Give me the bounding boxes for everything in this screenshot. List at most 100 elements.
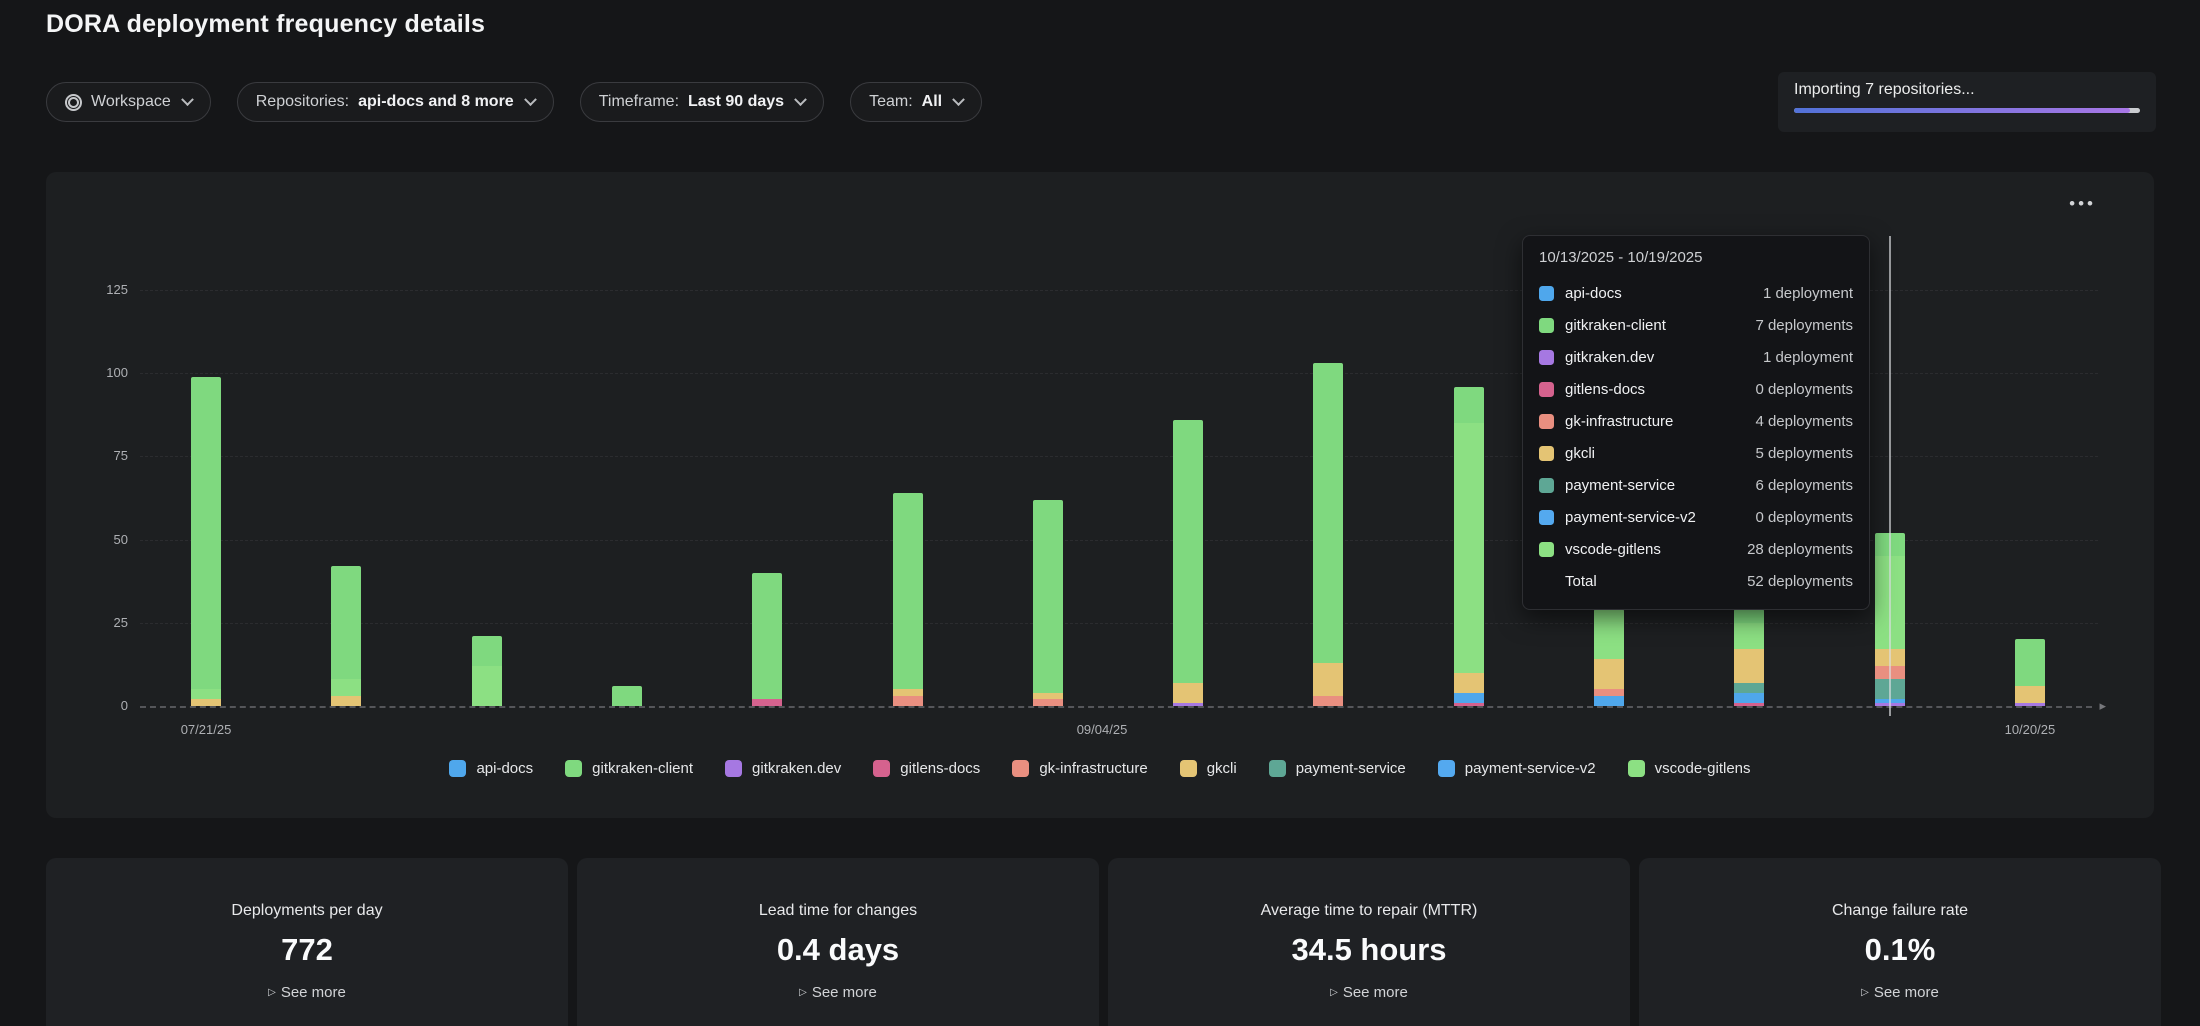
legend-item-gkcli[interactable]: gkcli [1179, 760, 1237, 777]
bar-07/28/25[interactable] [331, 566, 362, 706]
legend-item-vscode-gitlens[interactable]: vscode-gitlens [1627, 760, 1751, 777]
timeframe-filter-button[interactable]: Timeframe: Last 90 days [579, 82, 825, 122]
bar-09/29/25[interactable] [1594, 609, 1624, 706]
legend-item-gitkraken-client[interactable]: gitkraken-client [565, 760, 693, 777]
tooltip-repo-name: gitlens-docs [1565, 380, 1646, 398]
chevron-down-icon [180, 92, 194, 106]
bar-segment-api-docs [1453, 692, 1484, 703]
metric-value: 34.5 hours [1291, 932, 1447, 967]
x-axis-tick-label: 07/21/25 [180, 722, 232, 737]
bar-08/25/25[interactable] [892, 493, 923, 706]
tooltip-repo-value: 0 deployments [1755, 508, 1853, 526]
tooltip-row: payment-service 6 deployments [1539, 469, 1853, 501]
legend-label: gkcli [1206, 760, 1237, 777]
tooltip-repo-value: 0 deployments [1755, 380, 1853, 398]
see-more-link[interactable]: ▷ See more [268, 984, 346, 1001]
bar-07/21/25[interactable] [191, 376, 221, 706]
import-status-panel: Importing 7 repositories... [1778, 72, 2156, 132]
tooltip-swatch [1539, 381, 1554, 397]
legend-item-gitkraken.dev[interactable]: gitkraken.dev [725, 760, 841, 777]
legend-swatch [1627, 760, 1645, 777]
bar-segment-gitkraken-client [892, 493, 923, 690]
bar-segment-gk-infrastructure [892, 696, 923, 706]
tooltip-row: gitlens-docs 0 deployments [1539, 373, 1853, 405]
gridline [140, 622, 2098, 624]
tooltip-repo-value: 1 deployment [1762, 348, 1853, 366]
bar-segment-gitlens-docs [1453, 702, 1484, 706]
team-filter-button[interactable]: Team: All [850, 82, 983, 122]
workspace-filter-button[interactable]: Workspace [46, 82, 211, 122]
timeframe-filter-value: Last 90 days [688, 93, 785, 110]
see-more-link[interactable]: ▷ See more [1330, 984, 1408, 1001]
team-filter-value: All [921, 93, 943, 110]
bar-09/15/25[interactable] [1313, 363, 1344, 706]
triangle-right-icon: ▷ [799, 987, 807, 998]
bar-segment-gitkraken-client [1173, 419, 1204, 683]
tooltip-swatch [1539, 509, 1554, 525]
legend-label: vscode-gitlens [1654, 760, 1751, 777]
tooltip-repo-name: vscode-gitlens [1565, 540, 1661, 558]
bar-segment-gitkraken-client [1032, 499, 1063, 693]
tooltip-repo-value: 7 deployments [1755, 316, 1853, 334]
import-progress-bar [1794, 108, 2140, 113]
tooltip-row: gitkraken-client 7 deployments [1539, 309, 1853, 341]
bar-segment-vscode-gitlens [1594, 609, 1624, 660]
bar-segment-gitkraken-client [331, 566, 362, 680]
chart-plot-area: 0 ▸ 25 50 75 100 125 07/21/25 09/04/25 10/20/25 [46, 172, 2154, 818]
see-more-link[interactable]: ▷ See more [799, 984, 877, 1001]
chevron-down-icon [523, 92, 537, 106]
see-more-link[interactable]: ▷ See more [1861, 984, 1939, 1001]
tooltip-rows: api-docs 1 deployment gitkraken-client 7 de… [1539, 277, 1853, 565]
bar-10/06/25[interactable] [1734, 609, 1765, 706]
repositories-filter-prefix: Repositories: [255, 93, 350, 110]
deployment-frequency-chart-panel: ••• 0 ▸ 25 50 75 100 125 07/21/25 09/04/25 10/20/… [46, 172, 2154, 818]
legend-item-gitlens-docs[interactable]: gitlens-docs [873, 760, 980, 777]
tooltip-row: gitkraken.dev 1 deployment [1539, 341, 1853, 373]
chart-legend: api-docs gitkraken-client gitkraken.dev git… [46, 760, 2154, 777]
repositories-filter-button[interactable]: Repositories: api-docs and 8 more [236, 82, 554, 122]
bar-segment-gitlens-docs [1734, 702, 1765, 706]
tooltip-row: api-docs 1 deployment [1539, 277, 1853, 309]
bar-09/08/25[interactable] [1173, 419, 1204, 706]
bar-09/22/25[interactable] [1453, 386, 1484, 706]
import-status-text: Importing 7 repositories... [1794, 81, 1975, 98]
bar-segment-api-docs [1594, 696, 1624, 706]
metric-title: Average time to repair (MTTR) [1260, 902, 1478, 919]
team-filter-prefix: Team: [869, 93, 913, 110]
chart-more-options-button[interactable]: ••• [2069, 194, 2096, 213]
bar-08/11/25[interactable] [611, 686, 642, 706]
legend-item-payment-service[interactable]: payment-service [1268, 760, 1406, 777]
bar-segment-vscode-gitlens [191, 689, 221, 700]
legend-item-gk-infrastructure[interactable]: gk-infrastructure [1012, 760, 1148, 777]
tooltip-swatch [1539, 541, 1554, 557]
bar-segment-vscode-gitlens [331, 679, 362, 697]
hover-highlight-line [1888, 236, 1891, 716]
legend-label: gitkraken.dev [752, 760, 842, 777]
legend-item-payment-service-v2[interactable]: payment-service-v2 [1437, 760, 1596, 777]
bar-segment-gk-infrastructure [1032, 699, 1063, 706]
bar-segment-gitkraken-client [191, 376, 221, 690]
x-axis-tick-label: 09/04/25 [1076, 722, 1128, 737]
tooltip-repo-name: payment-service [1565, 476, 1676, 494]
tooltip-repo-name: api-docs [1565, 284, 1622, 302]
tooltip-swatch [1539, 349, 1554, 365]
bar-segment-gkcli [1313, 662, 1344, 697]
tooltip-total-label: Total [1565, 572, 1597, 590]
bar-segment-gk-infrastructure [1313, 696, 1344, 706]
bar-08/04/25[interactable] [471, 636, 502, 706]
y-axis-tick-label: 125 [106, 282, 128, 297]
bar-segment-gitkraken.dev [1173, 702, 1204, 706]
timeframe-filter-prefix: Timeframe: [598, 93, 680, 110]
triangle-right-icon: ▷ [268, 987, 276, 998]
bar-segment-gitkraken-client [1453, 386, 1484, 424]
gridline [140, 539, 2098, 541]
bar-segment-gitkraken-client [1313, 363, 1344, 663]
tooltip-date-range: 10/13/2025 - 10/19/2025 [1539, 249, 1703, 266]
bar-09/01/25[interactable] [1032, 499, 1063, 706]
bar-08/18/25[interactable] [752, 572, 783, 706]
metric-title: Deployments per day [231, 902, 383, 919]
legend-item-api-docs[interactable]: api-docs [449, 760, 533, 777]
x-axis-arrow-icon: ▸ [2099, 698, 2106, 713]
bar-10/20/25[interactable] [2014, 639, 2045, 706]
page-title: DORA deployment frequency details [46, 10, 486, 38]
